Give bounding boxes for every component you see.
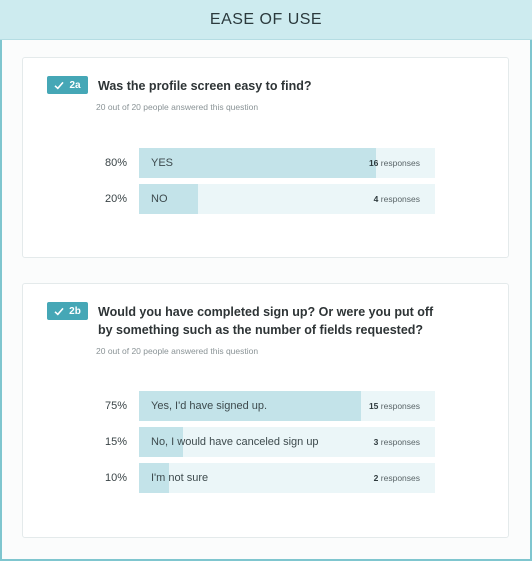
response-count: 3 responses — [373, 437, 420, 447]
question-number: 2b — [69, 305, 81, 317]
question-badge: 2a — [47, 76, 88, 94]
answer-bar: No, I would have canceled sign up 3 resp… — [139, 427, 435, 457]
answer-bar-fill — [139, 391, 361, 421]
answer-bar: Yes, I'd have signed up. 15 responses — [139, 391, 435, 421]
answer-bar-fill — [139, 148, 376, 178]
answer-label: NO — [151, 193, 168, 205]
question-title: Would you have completed sign up? Or wer… — [98, 305, 434, 337]
section-header: EASE OF USE — [0, 0, 532, 40]
answer-percent: 20% — [104, 193, 127, 205]
answer-bar-fill — [139, 463, 169, 493]
answer-bar: I'm not sure 2 responses — [139, 463, 435, 493]
question-title: Was the profile screen easy to find? — [98, 79, 312, 93]
answer-label: I'm not sure — [151, 472, 209, 484]
answer-label: YES — [151, 157, 174, 169]
answer-bar-fill — [139, 427, 184, 457]
answer-percent: 75% — [104, 400, 127, 412]
answer-row: 10% I'm not sure 2 responses — [23, 463, 510, 493]
answer-percent: 15% — [104, 436, 127, 448]
answer-row: 15% No, I would have canceled sign up 3 … — [23, 427, 510, 457]
response-count: 15 responses — [368, 401, 420, 411]
answer-bar: NO 4 responses — [139, 184, 435, 214]
response-count: 4 responses — [373, 194, 420, 204]
answer-percent: 80% — [104, 157, 127, 169]
response-count: 16 responses — [368, 158, 420, 168]
question-card-2a: 2a Was the profile screen easy to find? … — [22, 57, 509, 258]
answer-label: No, I would have canceled sign up — [151, 436, 319, 448]
check-icon — [54, 307, 64, 316]
check-icon — [54, 81, 65, 90]
answer-row: 80% YES 16 responses — [23, 148, 510, 178]
section-title: EASE OF USE — [209, 10, 323, 28]
question-number: 2a — [69, 79, 81, 91]
response-count: 2 responses — [373, 473, 420, 483]
question-card-2b: 2b Would you have completed sign up? Or … — [22, 283, 509, 538]
question-badge: 2b — [47, 302, 88, 320]
answered-count: 20 out of 20 people answered this questi… — [96, 102, 259, 112]
answer-row: 20% NO 4 responses — [23, 184, 510, 214]
answer-percent: 10% — [104, 472, 127, 484]
answer-label: Yes, I'd have signed up. — [151, 400, 268, 412]
answer-row: 75% Yes, I'd have signed up. 15 response… — [23, 391, 510, 421]
answer-bar-fill — [139, 184, 199, 214]
answered-count: 20 out of 20 people answered this questi… — [96, 346, 259, 356]
answer-bar: YES 16 responses — [139, 148, 435, 178]
